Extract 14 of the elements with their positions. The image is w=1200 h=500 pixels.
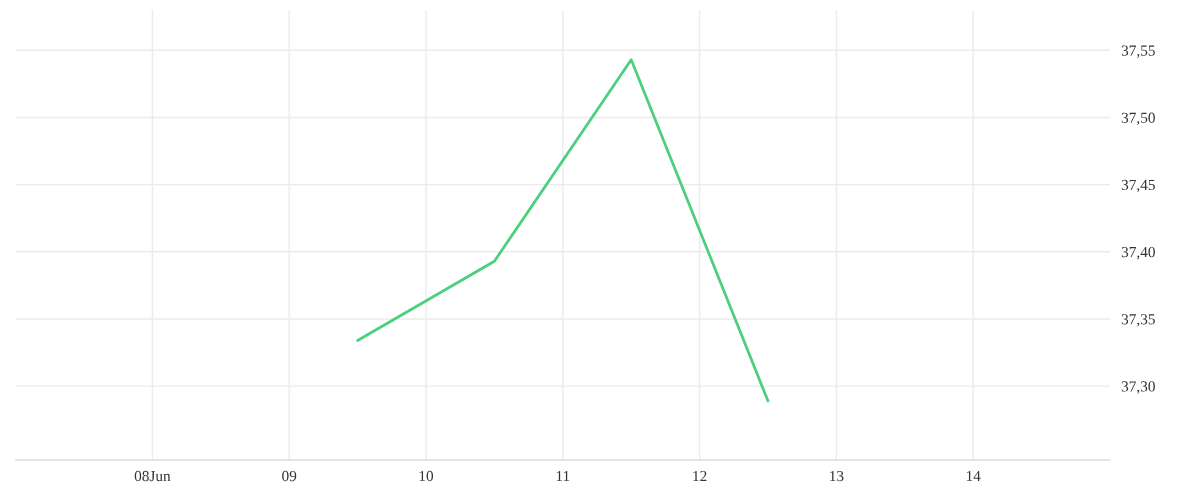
x-tick-label: 08Jun xyxy=(134,470,171,482)
x-tick-label: 14 xyxy=(966,470,981,482)
y-tick-label: 37,50 xyxy=(1121,112,1155,126)
y-tick-label: 37,30 xyxy=(1121,381,1155,394)
y-tick-label: 37,40 xyxy=(1121,246,1155,260)
x-tick-label: 10 xyxy=(419,470,434,482)
line-series xyxy=(356,58,770,403)
x-tick-label: 12 xyxy=(693,470,707,482)
x-tick-label: 09 xyxy=(282,470,297,482)
y-tick-label: 37,55 xyxy=(1121,45,1155,58)
y-tick-label: 37,45 xyxy=(1121,179,1155,193)
x-tick-label: 11 xyxy=(556,470,570,482)
x-tick-label: 13 xyxy=(830,470,844,482)
y-tick-label: 37,35 xyxy=(1121,314,1155,327)
